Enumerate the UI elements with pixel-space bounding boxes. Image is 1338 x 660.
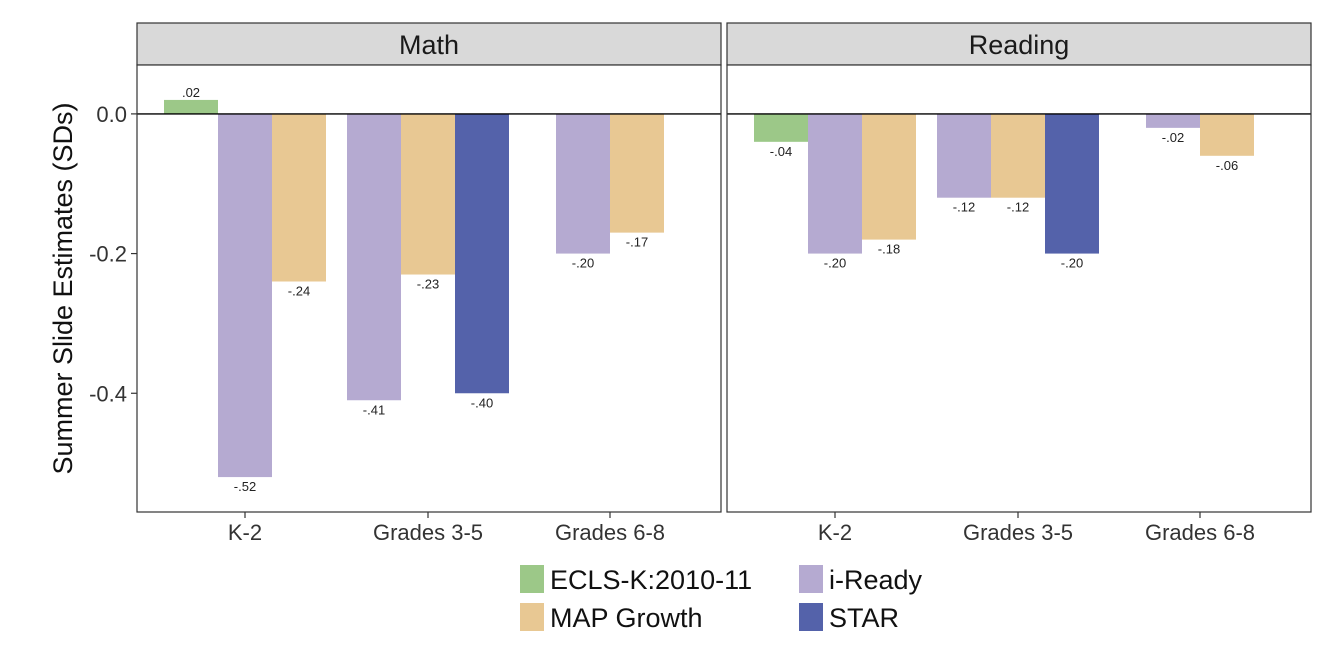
bar-math-ecls-k-2010-11 [164,99,218,114]
bar-reading-map-growth [991,113,1045,198]
bar-reading-star [1045,113,1099,254]
bar-reading-i-ready [937,113,991,198]
x-tick-label: Grades 6-8 [1145,520,1255,545]
bar-math-map-growth [610,113,664,233]
legend-label-ecls-k-2010-11: ECLS-K:2010-11 [550,565,752,595]
y-axis-title: Summer Slide Estimates (SDs) [48,102,78,474]
y-tick-label: 0.0 [96,102,127,127]
legend-swatch-ecls-k-2010-11 [520,565,544,593]
data-label: -.06 [1216,158,1238,173]
legend-swatch-map-growth [520,603,544,631]
x-tick-label: K-2 [228,520,262,545]
bar-math-star [455,113,509,394]
data-label: -.18 [878,242,900,257]
bar-math-map-growth [401,113,455,275]
y-tick-label: -0.4 [89,381,127,406]
data-label: -.02 [1162,130,1184,145]
y-tick-label: -0.2 [89,242,127,267]
bar-math-map-growth [272,113,326,282]
bar-math-i-ready [347,113,401,401]
data-label: -.17 [626,235,648,250]
x-tick-label: Grades 3-5 [373,520,483,545]
data-label: -.40 [471,395,493,410]
legend-label-map-growth: MAP Growth [550,603,703,633]
bar-math-i-ready [218,113,272,478]
bar-reading-i-ready [808,113,862,254]
bar-reading-ecls-k-2010-11 [754,113,808,142]
panel-border-reading [726,64,1312,513]
panel-border-math [136,64,722,513]
bar-reading-i-ready [1146,113,1200,128]
data-label: -.24 [288,284,310,299]
legend-swatch-star [799,603,823,631]
data-label: -.20 [572,256,594,271]
data-label: -.41 [363,402,385,417]
data-label: -.52 [234,479,256,494]
data-label: -.04 [770,144,792,159]
data-label: -.23 [417,277,439,292]
data-label: -.12 [1007,200,1029,215]
data-label: .02 [182,85,200,100]
data-label: -.20 [1061,256,1083,271]
data-label: -.12 [953,200,975,215]
facet-title-reading: Reading [969,30,1070,60]
bar-reading-map-growth [1200,113,1254,156]
legend-label-star: STAR [829,603,899,633]
x-tick-label: Grades 3-5 [963,520,1073,545]
facet-title-math: Math [399,30,459,60]
data-label: -.20 [824,256,846,271]
legend-swatch-i-ready [799,565,823,593]
bar-math-i-ready [556,113,610,254]
facet-strip-math [136,22,722,66]
facet-strip-reading [726,22,1312,66]
x-tick-label: K-2 [818,520,852,545]
legend-label-i-ready: i-Ready [829,565,923,595]
bar-reading-map-growth [862,113,916,240]
x-tick-label: Grades 6-8 [555,520,665,545]
